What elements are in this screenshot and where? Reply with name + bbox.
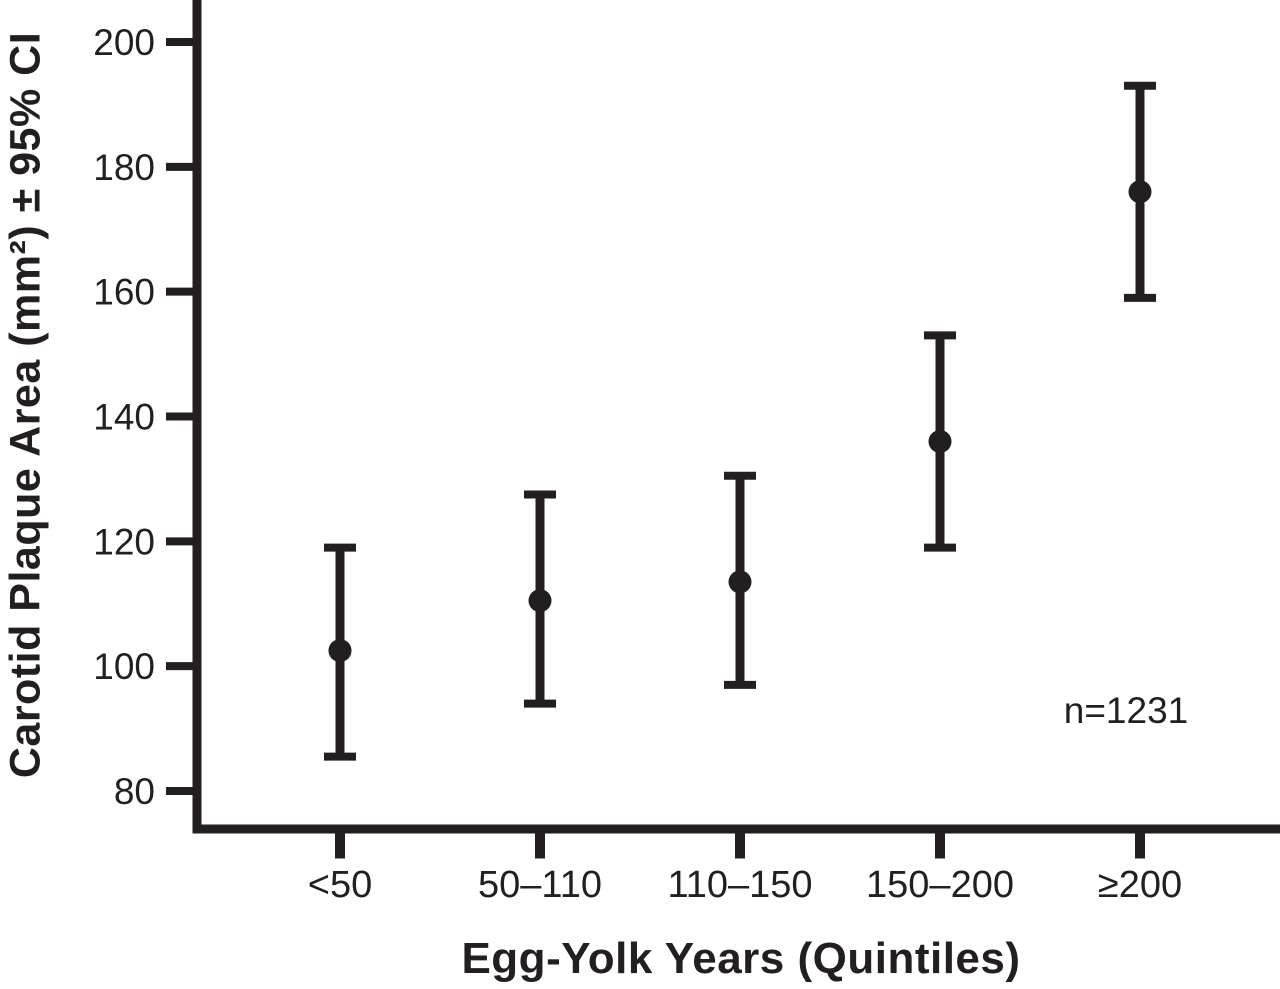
point-marker (728, 570, 752, 594)
y-tick-label: 120 (93, 521, 155, 562)
y-tick-label: 80 (114, 771, 155, 812)
x-tick-label: <50 (308, 864, 372, 906)
x-tick-label: 110–150 (667, 864, 812, 906)
point-marker (528, 589, 552, 613)
x-tick-label: ≥200 (1098, 864, 1182, 906)
y-tick-label: 140 (93, 396, 155, 437)
y-tick-label: 180 (93, 147, 155, 188)
point-marker (928, 429, 952, 453)
x-tick-label: 150–200 (866, 864, 1014, 906)
point-marker (328, 639, 352, 663)
sample-size-annotation: n=1231 (1063, 690, 1189, 731)
x-axis-title: Egg-Yolk Years (Quintiles) (461, 934, 1021, 983)
y-axis-title: Carotid Plaque Area (mm²) ± 95% CI (1, 31, 50, 779)
y-tick-label: 100 (93, 646, 155, 687)
point-marker (1128, 180, 1152, 204)
y-tick-label: 200 (93, 22, 155, 63)
x-tick-label: 50–110 (478, 864, 602, 906)
y-tick-label: 160 (93, 272, 155, 313)
